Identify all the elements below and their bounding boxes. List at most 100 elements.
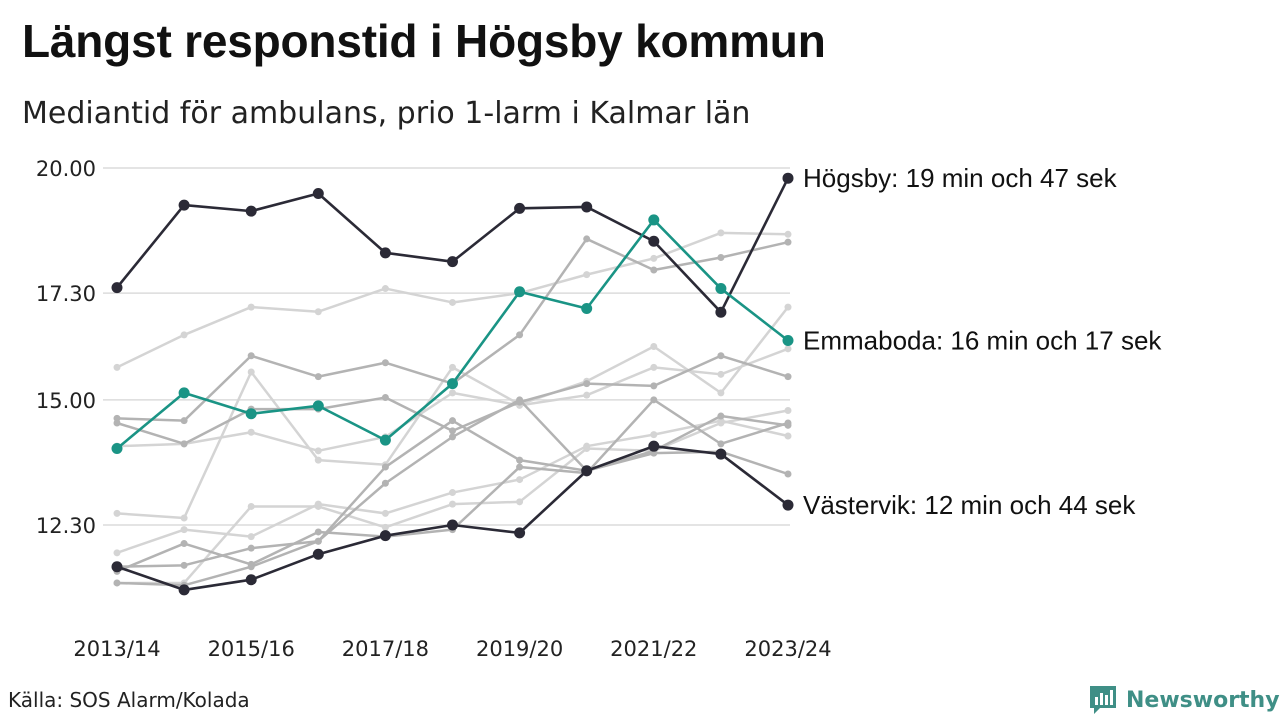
series-point-6: [381, 394, 389, 401]
series-point-11: [784, 406, 792, 414]
series-point-2: [648, 440, 660, 452]
series-point-5: [180, 514, 188, 522]
series-point-9: [449, 489, 456, 497]
series-point-4: [314, 373, 322, 381]
series-point-3: [180, 331, 188, 339]
series-point-6: [449, 427, 456, 435]
series-point-2: [245, 574, 257, 586]
series-point-3: [247, 303, 255, 311]
x-tick-label: 2021/22: [610, 637, 697, 661]
series-point-11: [583, 445, 591, 452]
series-point-2: [715, 448, 727, 460]
y-tick-label: 15.00: [36, 389, 96, 413]
series-point-2: [782, 499, 794, 511]
y-tick-label: 17.30: [36, 282, 96, 306]
source-note: Källa: SOS Alarm/Kolada: [8, 688, 250, 712]
series-point-10: [180, 561, 188, 569]
series-point-9: [180, 526, 188, 534]
series-point-1: [245, 408, 257, 420]
series-point-7: [650, 363, 658, 371]
series-point-10: [516, 396, 524, 404]
series-point-5: [449, 363, 456, 371]
series-point-3: [113, 363, 121, 371]
series-point-4: [650, 266, 658, 274]
series-point-1: [111, 443, 123, 454]
y-tick-label: 20.00: [36, 157, 96, 181]
series-point-3: [784, 230, 792, 238]
series-line-10: [116, 398, 789, 568]
y-tick-label: 12.30: [36, 514, 96, 538]
series-point-5: [247, 368, 255, 376]
series-point-6: [784, 373, 792, 381]
series-point-0: [581, 201, 593, 213]
series-end-label: Västervik: 12 min och 44 sek: [803, 490, 1136, 520]
series-point-4: [180, 417, 188, 425]
series-point-5: [784, 303, 792, 311]
series-point-12: [717, 412, 725, 420]
series-point-8: [180, 540, 188, 548]
series-point-6: [717, 352, 725, 360]
series-point-2: [312, 548, 324, 560]
series-point-12: [784, 421, 792, 429]
series-point-12: [516, 456, 524, 464]
series-point-3: [650, 254, 658, 262]
series-end-label: Högsby: 19 min och 47 sek: [803, 163, 1118, 193]
series-point-2: [111, 561, 123, 573]
series-point-2: [379, 530, 391, 542]
brand-name: Newsworthy: [1126, 687, 1280, 713]
series-line-1: [116, 218, 789, 450]
series-point-11: [314, 502, 322, 510]
series-point-7: [583, 391, 591, 399]
series-point-6: [180, 440, 188, 448]
series-point-1: [312, 400, 324, 412]
series-point-12: [381, 463, 389, 471]
series-point-7: [717, 370, 725, 378]
series-point-6: [650, 382, 658, 390]
series-point-12: [247, 563, 255, 571]
series-point-10: [449, 433, 456, 441]
series-point-6: [113, 419, 121, 427]
series-point-12: [314, 537, 322, 545]
line-chart: 12.30 15.00 17.30 20.00 2013/14 2015/16 2017/1…: [36, 157, 1163, 661]
series-point-3: [449, 298, 456, 306]
series-point-11: [247, 502, 255, 510]
x-tick-label: 2013/14: [73, 637, 160, 661]
series-point-1: [715, 283, 727, 295]
series-point-8: [650, 396, 658, 404]
series-point-11: [449, 500, 456, 508]
series-point-5: [717, 389, 725, 397]
series-point-8: [314, 528, 322, 536]
series-point-8: [717, 440, 725, 448]
series-point-10: [247, 544, 255, 552]
series-point-7: [247, 428, 255, 436]
x-tick-label: 2017/18: [342, 637, 429, 661]
chart-subtitle: Mediantid för ambulans, prio 1-larm i Ka…: [22, 96, 751, 131]
series-point-7: [314, 447, 322, 455]
series-point-5: [650, 343, 658, 350]
x-tick-label: 2019/20: [476, 637, 563, 661]
series-point-5: [314, 456, 322, 464]
series-point-10: [784, 470, 792, 478]
series-point-0: [312, 188, 324, 199]
series-point-2: [447, 519, 458, 531]
series-point-0: [245, 205, 257, 217]
series-point-0: [715, 306, 727, 318]
series-point-4: [583, 235, 591, 243]
series-point-9: [516, 476, 524, 484]
series-point-0: [379, 247, 391, 259]
series-point-1: [782, 334, 794, 346]
chart-title: Längst responstid i Högsby kommun: [22, 15, 826, 67]
series-end-label: Emmaboda: 16 min och 17 sek: [803, 325, 1162, 355]
series-point-11: [516, 498, 524, 506]
series-point-1: [514, 286, 526, 298]
series-point-0: [648, 235, 660, 247]
brand-logo: Newsworthy: [1088, 684, 1280, 716]
series-point-4: [784, 238, 792, 246]
series-point-3: [381, 285, 389, 293]
series-line-5: [116, 306, 789, 520]
newsworthy-logo-icon: [1090, 686, 1116, 714]
series-point-1: [648, 214, 660, 226]
series-point-9: [381, 509, 389, 517]
series-point-4: [516, 331, 524, 339]
x-tick-label: 2015/16: [208, 637, 295, 661]
